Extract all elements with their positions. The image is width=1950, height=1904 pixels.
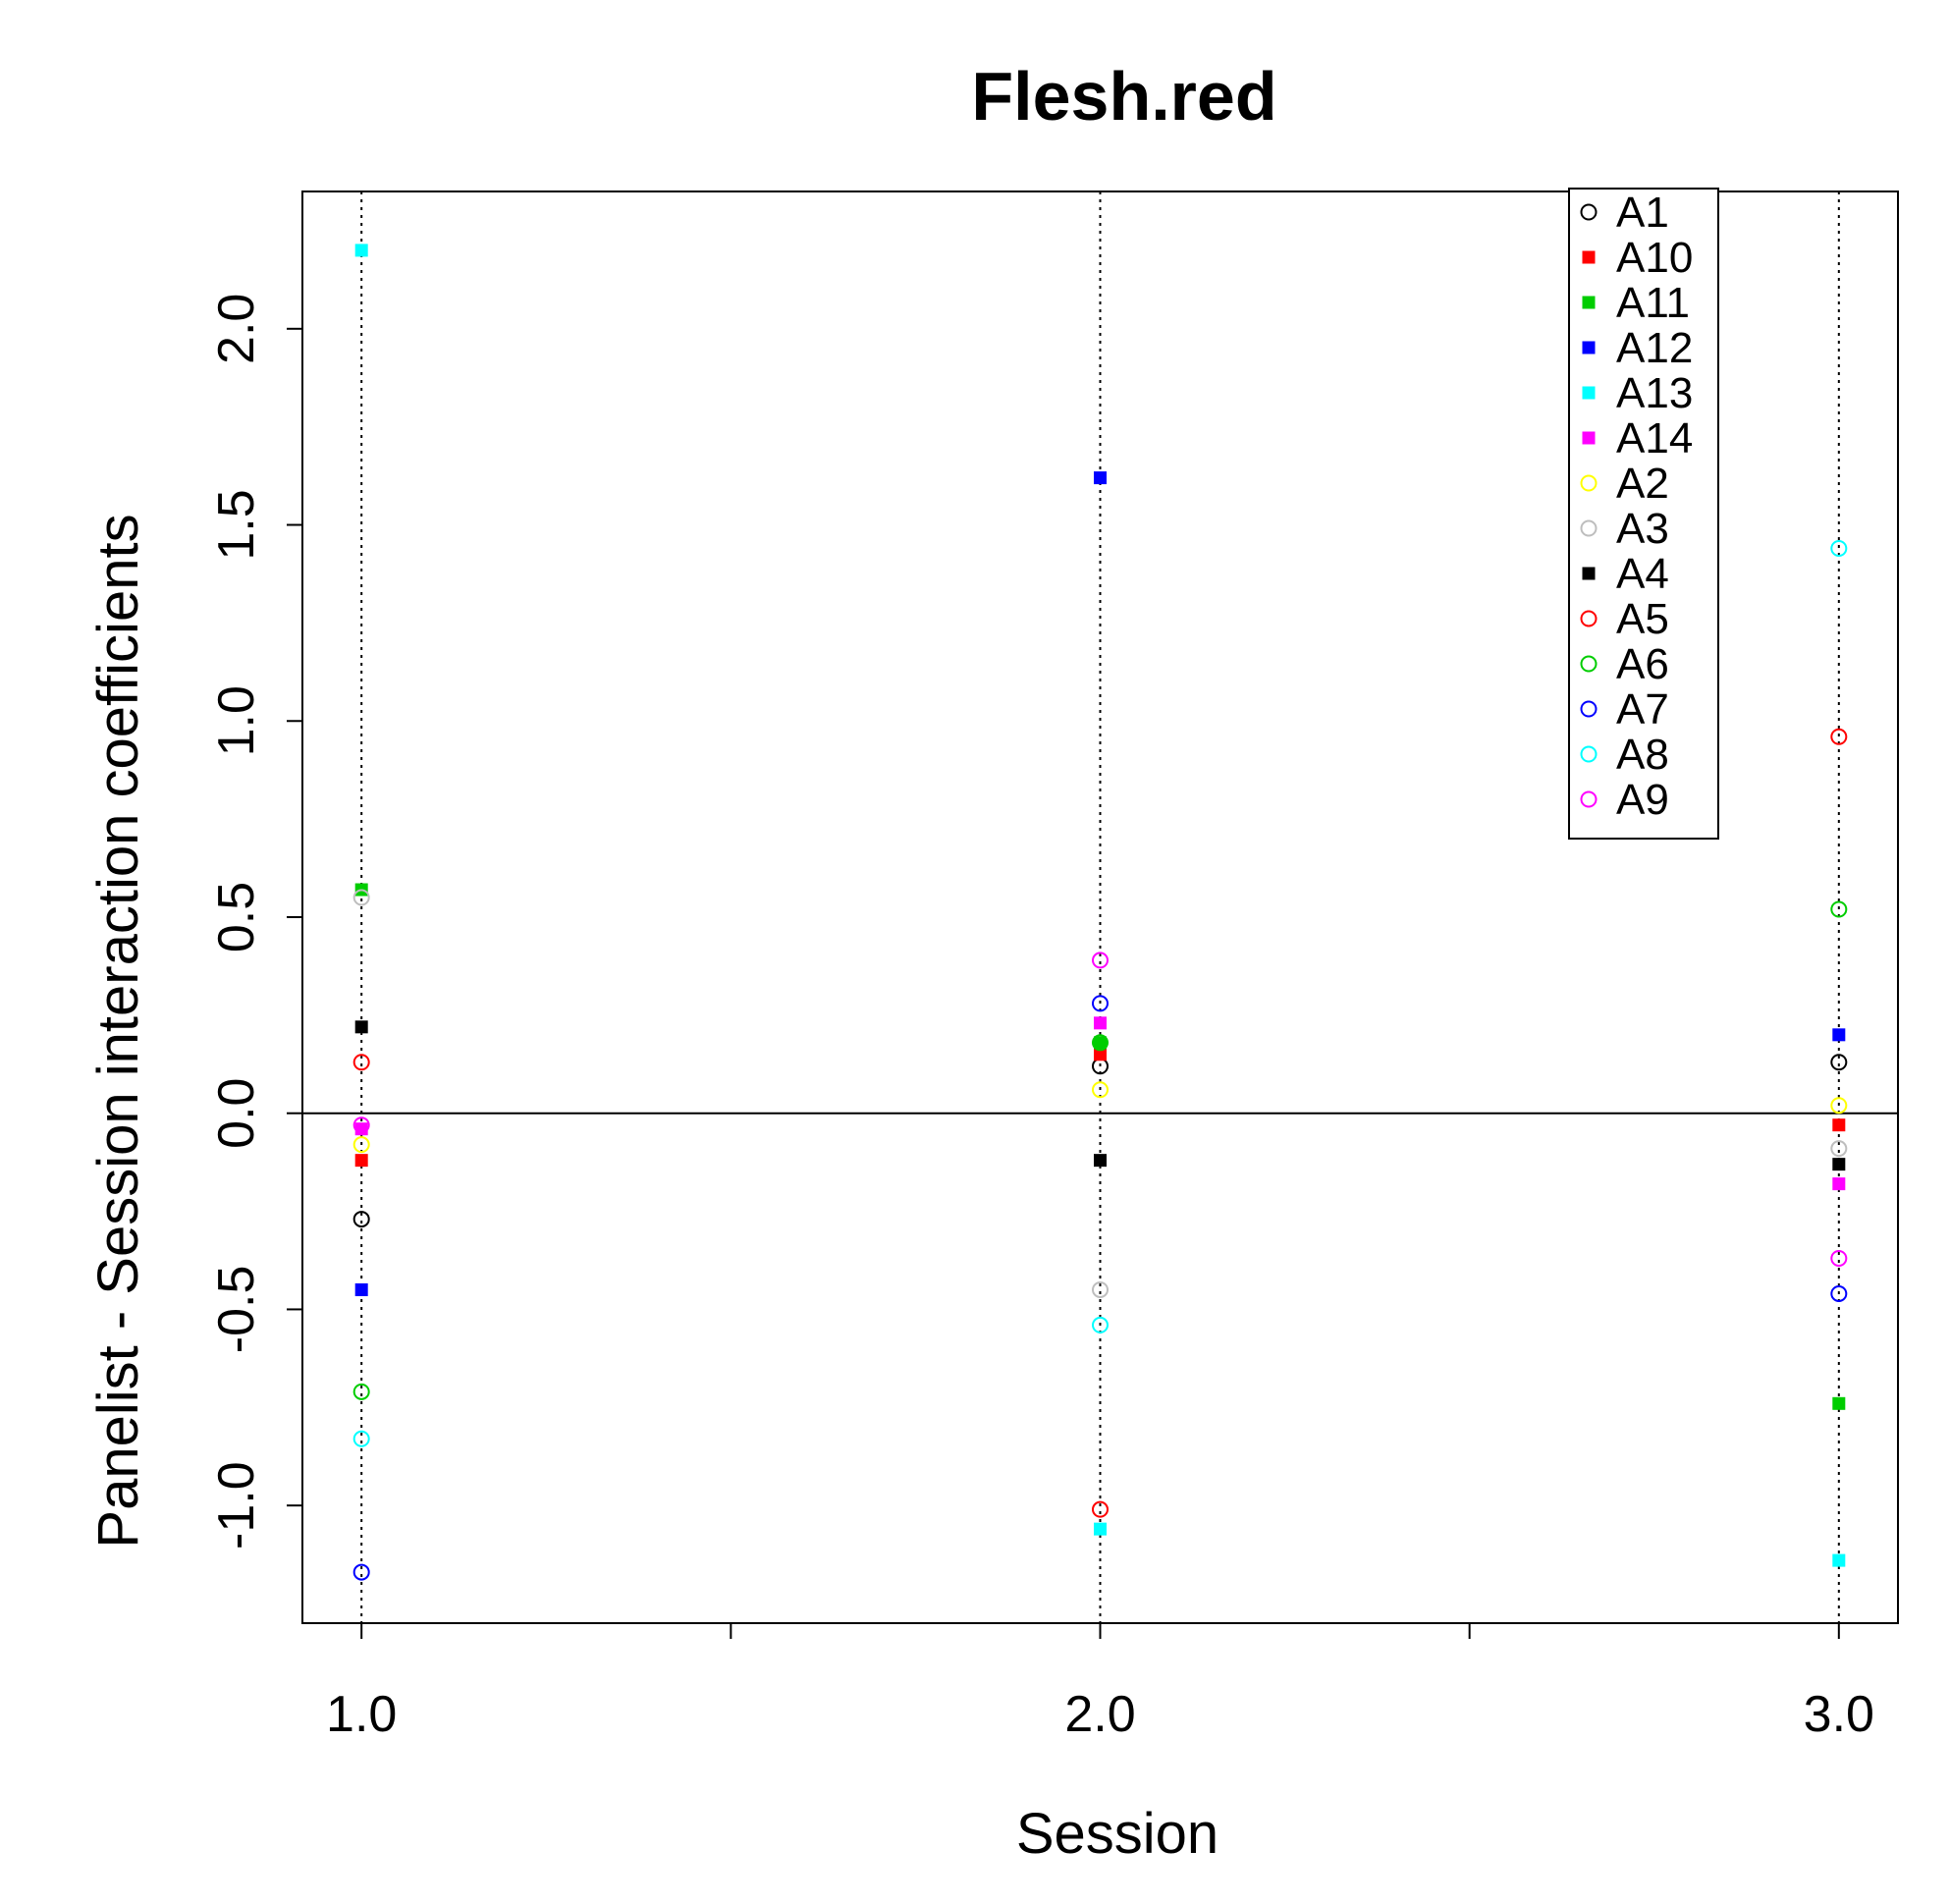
point-a13 <box>1832 1553 1846 1567</box>
legend-marker-a12 <box>1582 341 1596 354</box>
point-a11 <box>1094 1036 1107 1050</box>
point-a5 <box>1092 1500 1109 1518</box>
x-tick-label: 2.0 <box>1064 1686 1135 1743</box>
legend-label-a4: A4 <box>1616 550 1669 598</box>
x-axis-label: Session <box>1016 1802 1219 1866</box>
point-a10 <box>1094 1048 1107 1061</box>
point-a6 <box>352 1383 370 1400</box>
legend-label-a10: A10 <box>1616 234 1693 282</box>
point-a5 <box>1830 728 1848 745</box>
point-a8 <box>1092 1316 1109 1333</box>
point-a3 <box>352 889 370 906</box>
legend-label-a6: A6 <box>1616 640 1669 688</box>
legend-marker-a3 <box>1580 519 1598 537</box>
legend-label-a8: A8 <box>1616 731 1669 779</box>
legend-marker-a8 <box>1580 745 1598 763</box>
legend-label-a1: A1 <box>1616 189 1669 237</box>
y-axis-label: Panelist - Session interaction coefficie… <box>86 514 150 1548</box>
point-a10 <box>354 1154 368 1168</box>
point-a4 <box>354 1020 368 1034</box>
point-a4 <box>1094 1154 1107 1168</box>
legend-label-a2: A2 <box>1616 460 1669 508</box>
legend-label-a7: A7 <box>1616 685 1669 734</box>
point-a13 <box>354 244 368 257</box>
legend-marker-a11 <box>1582 296 1596 309</box>
point-a10 <box>1832 1118 1846 1132</box>
legend-label-a14: A14 <box>1616 414 1693 462</box>
legend-marker-a9 <box>1580 790 1598 808</box>
y-tick-label: 0.0 <box>208 1078 265 1149</box>
legend-marker-a2 <box>1580 474 1598 492</box>
point-a2 <box>352 1136 370 1154</box>
legend-label-a9: A9 <box>1616 776 1669 824</box>
legend-marker-a13 <box>1582 386 1596 400</box>
point-a14 <box>1832 1177 1846 1191</box>
point-a8 <box>352 1430 370 1447</box>
point-a14 <box>1094 1016 1107 1030</box>
point-a1 <box>352 1211 370 1228</box>
legend-marker-a10 <box>1582 250 1596 264</box>
point-a13 <box>1094 1522 1107 1536</box>
point-a11 <box>1832 1396 1846 1410</box>
point-a6 <box>1830 900 1848 918</box>
point-a9 <box>1092 952 1109 969</box>
point-a12 <box>1832 1028 1846 1042</box>
point-a7 <box>1092 995 1109 1012</box>
point-a12 <box>1094 471 1107 485</box>
point-a14 <box>354 1122 368 1136</box>
point-a7 <box>352 1563 370 1581</box>
x-tick-label: 1.0 <box>326 1686 397 1743</box>
y-tick-label: 1.0 <box>208 685 265 756</box>
legend-label-a5: A5 <box>1616 595 1669 643</box>
point-a12 <box>354 1282 368 1296</box>
legend-marker-a5 <box>1580 610 1598 627</box>
point-a6 <box>1092 1034 1109 1052</box>
legend-marker-a14 <box>1582 431 1596 445</box>
point-a5 <box>352 1054 370 1071</box>
point-a1 <box>1830 1054 1848 1071</box>
y-tick-label: 0.5 <box>208 882 265 952</box>
y-axis: -1.0 -0.5 0.0 0.5 1.0 1.5 2.0 <box>208 294 302 1550</box>
legend-marker-a7 <box>1580 700 1598 718</box>
legend-label-a13: A13 <box>1616 369 1693 417</box>
vertical-guides <box>360 191 1840 1623</box>
point-a7 <box>1830 1284 1848 1302</box>
y-tick-label: 1.5 <box>208 489 265 560</box>
legend-marker-a4 <box>1582 567 1596 580</box>
data-points <box>352 244 1848 1581</box>
legend-marker-a6 <box>1580 655 1598 673</box>
point-a2 <box>1830 1097 1848 1115</box>
x-axis: 1.0 2.0 3.0 <box>326 1623 1874 1743</box>
point-a3 <box>1830 1140 1848 1158</box>
y-tick-label: -0.5 <box>208 1266 265 1354</box>
legend-label-a3: A3 <box>1616 505 1669 553</box>
legend-marker-a1 <box>1580 203 1598 221</box>
legend-label-a11: A11 <box>1616 279 1690 327</box>
legend-label-a12: A12 <box>1616 324 1693 372</box>
point-a4 <box>1832 1158 1846 1171</box>
y-tick-label: -1.0 <box>208 1461 265 1550</box>
point-a9 <box>1830 1250 1848 1268</box>
point-a9 <box>352 1116 370 1134</box>
y-tick-label: 2.0 <box>208 294 265 364</box>
point-a8 <box>1830 540 1848 558</box>
point-a2 <box>1092 1081 1109 1099</box>
chart-title: Flesh.red <box>971 58 1276 135</box>
point-a3 <box>1092 1280 1109 1298</box>
x-tick-label: 3.0 <box>1804 1686 1874 1743</box>
